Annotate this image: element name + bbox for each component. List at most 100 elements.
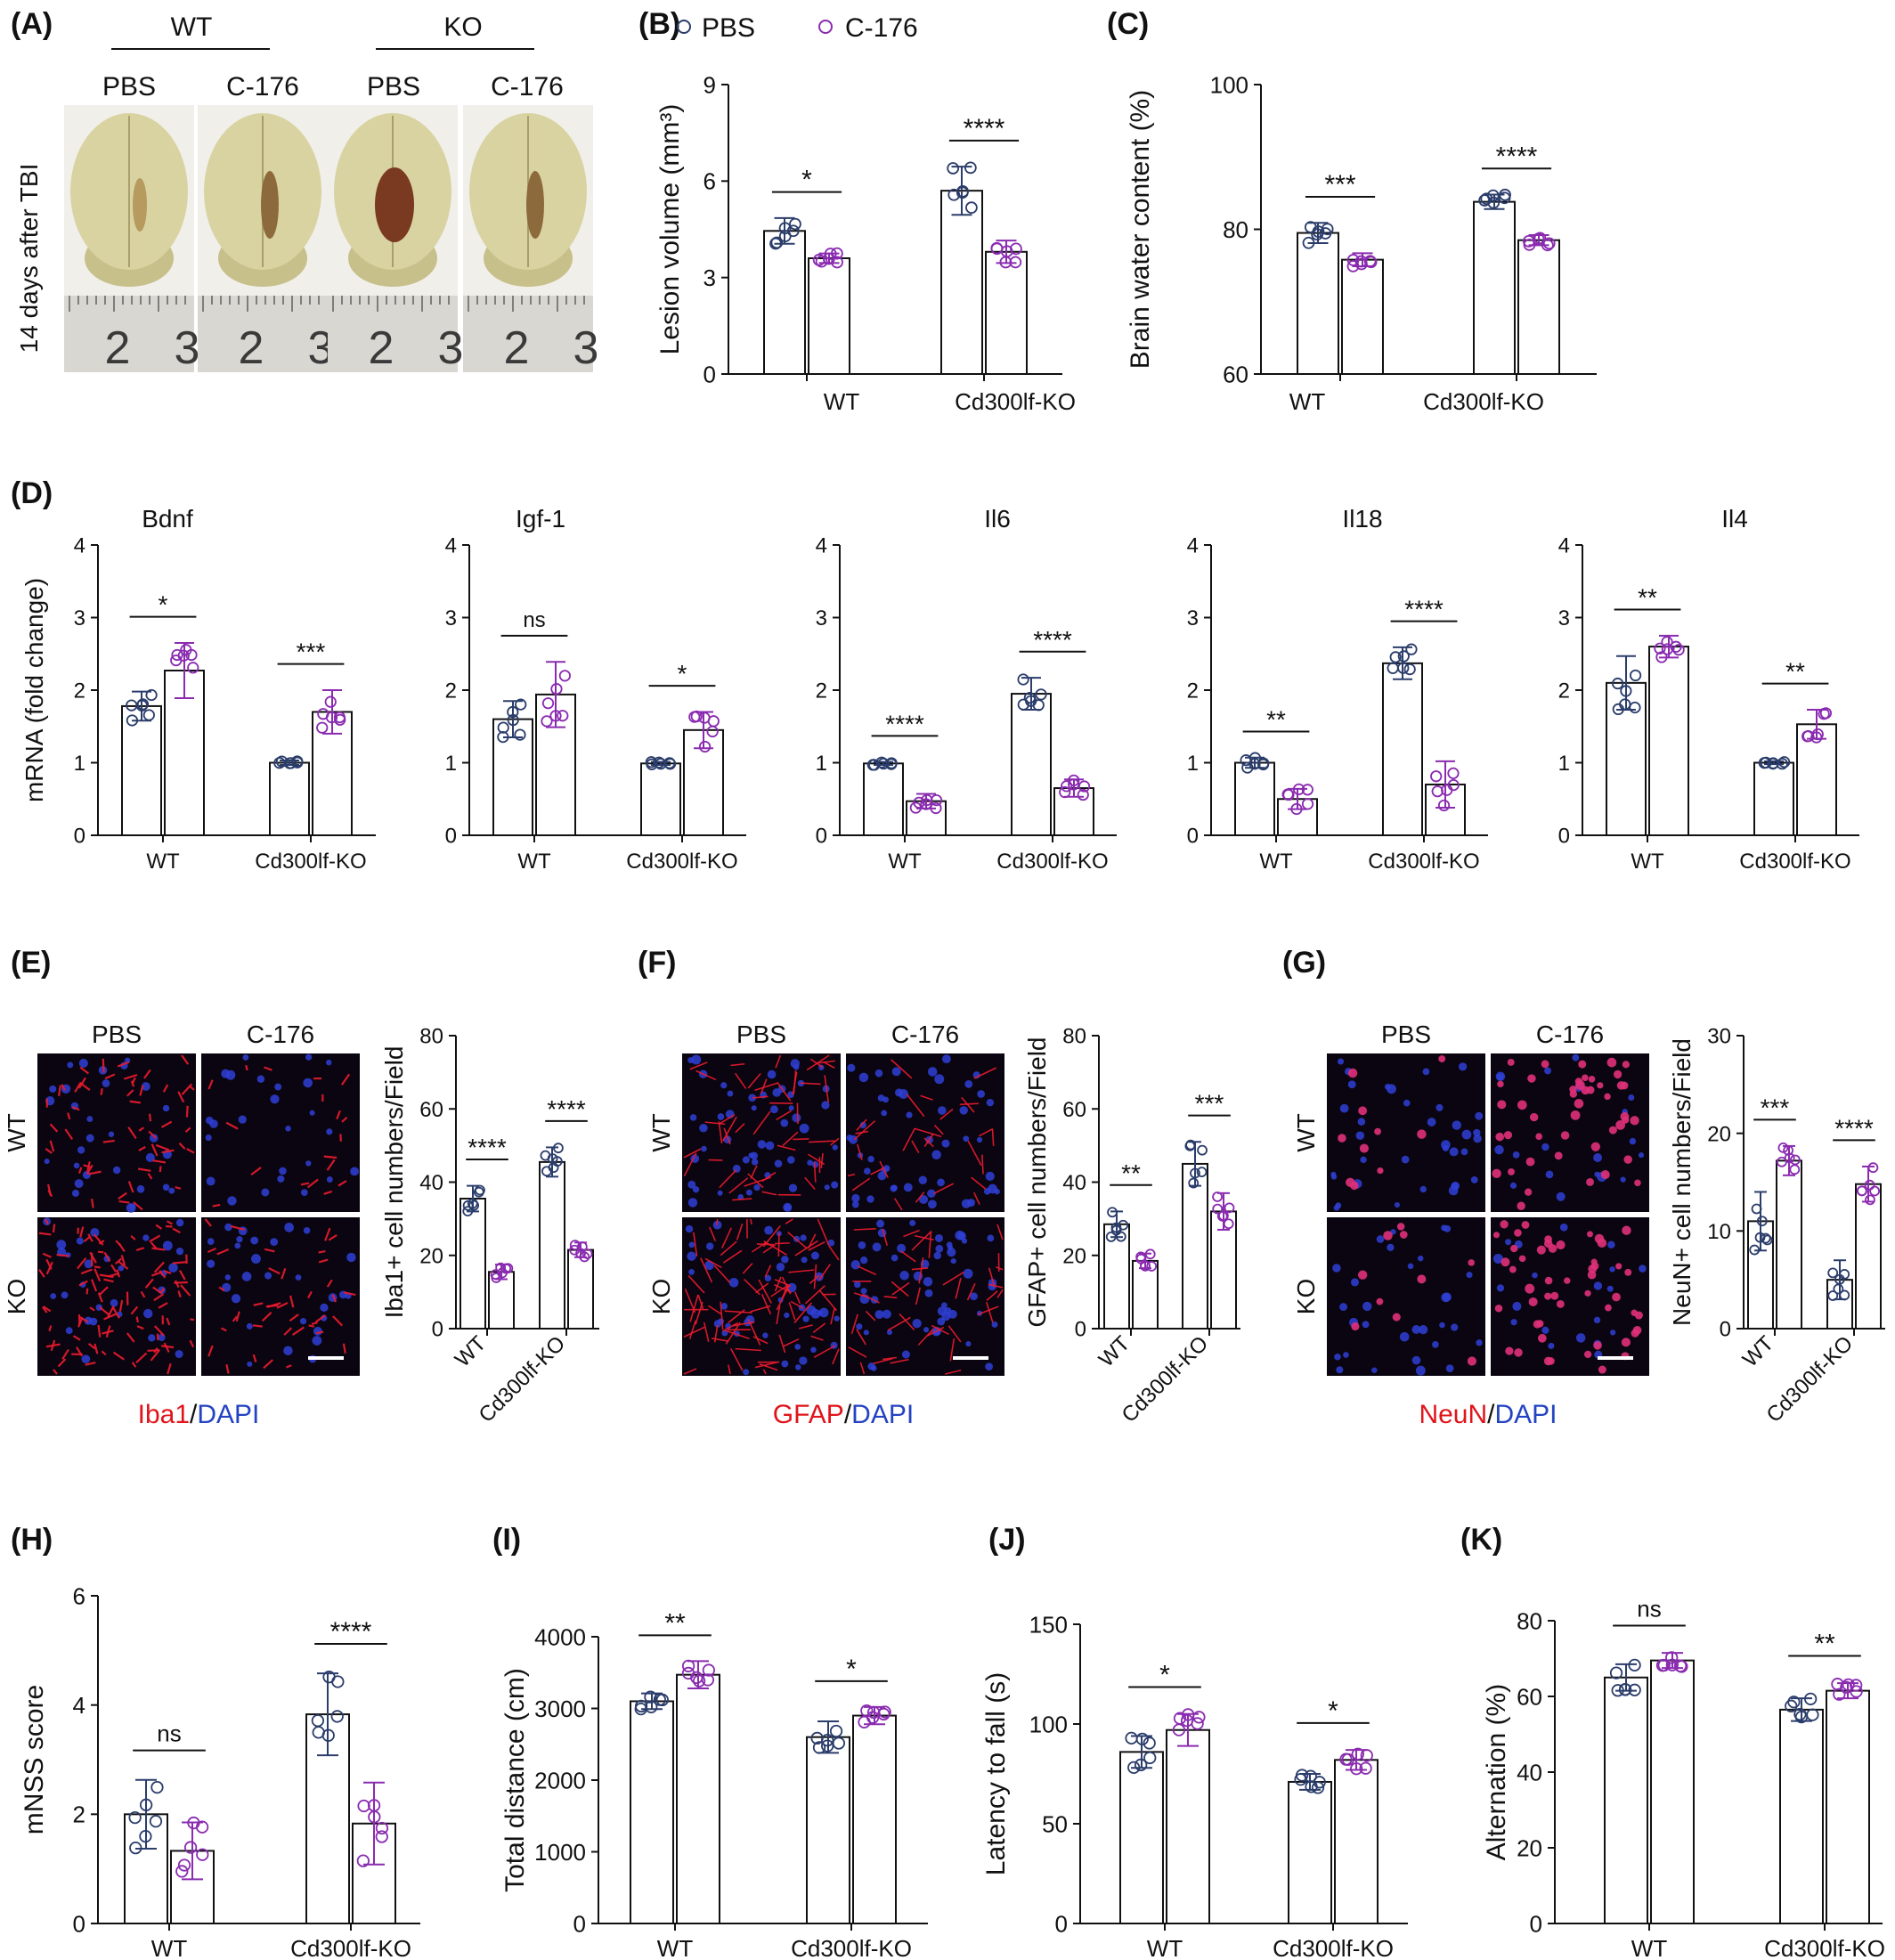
- nucleus: [102, 1079, 110, 1087]
- y-tick-label: 1: [1558, 752, 1570, 776]
- chart-title: Igf-1: [516, 505, 565, 533]
- stain-signal: [118, 1191, 127, 1200]
- nucleus: [1335, 1202, 1342, 1209]
- chart-d1: (D) Bdnf 0 1 2 3 4 mRNA (fold change) WT Cd300lf-…: [11, 476, 376, 874]
- stain-signal: [147, 1349, 160, 1352]
- nucleus: [74, 1179, 84, 1189]
- data-point: [831, 256, 843, 269]
- stain-signal: [812, 1322, 826, 1333]
- stain-signal: [775, 1054, 782, 1069]
- nucleus: [909, 1219, 916, 1226]
- chart-j: (J) 0 50 100 150 Latency to fall (s) WT Cd300lf…: [981, 1523, 1408, 1960]
- stain-signal: [818, 1264, 831, 1281]
- data-point: [1657, 1658, 1671, 1672]
- nucleus: [947, 1248, 956, 1257]
- stain-signal: [281, 1268, 287, 1280]
- stain-signal: [939, 1108, 954, 1120]
- stain-signal: [99, 1286, 109, 1296]
- nucleus: [941, 1054, 951, 1064]
- stain-signal: [730, 1347, 744, 1371]
- chart-e: 0 20 40 60 80 Iba1+ cell numbers/Field WTCd300…: [380, 1025, 599, 1427]
- data-point: [541, 715, 553, 728]
- neuron-signal: [1631, 1329, 1639, 1338]
- stain-signal: [102, 1058, 105, 1073]
- data-point: [1672, 644, 1685, 656]
- y-tick-label: 0: [1187, 825, 1199, 849]
- neuron-signal: [1351, 1322, 1360, 1331]
- data-point: [549, 710, 562, 722]
- data-point: [1839, 1289, 1850, 1301]
- panel-letter-a: (A): [11, 7, 53, 41]
- nucleus: [788, 1105, 794, 1111]
- ruler-number: 2: [105, 322, 131, 374]
- nucleus: [863, 1167, 871, 1175]
- nucleus: [1394, 1201, 1401, 1208]
- stain-signal: [79, 1226, 85, 1238]
- nucleus: [751, 1105, 757, 1111]
- data-point: [1532, 232, 1545, 246]
- nucleus: [858, 1240, 866, 1249]
- stain-signal: [85, 1288, 89, 1295]
- neuron-signal: [1624, 1268, 1632, 1276]
- nucleus: [937, 1178, 945, 1187]
- data-point: [1311, 1781, 1325, 1794]
- neuron-signal: [1560, 1131, 1570, 1140]
- nucleus: [326, 1059, 332, 1066]
- data-point: [1143, 1751, 1157, 1765]
- nucleus: [737, 1193, 744, 1200]
- nucleus: [1330, 1174, 1338, 1180]
- stain-signal: [967, 1140, 982, 1167]
- nucleus: [750, 1151, 759, 1160]
- nucleus: [988, 1183, 997, 1194]
- stain-signal: [988, 1267, 996, 1288]
- stain-signal: [184, 1126, 191, 1133]
- nucleus: [250, 1236, 259, 1245]
- stain-signal: [108, 1273, 119, 1278]
- y-tick-label: 20: [1707, 1122, 1731, 1146]
- nucleus: [851, 1200, 859, 1208]
- data-point: [1867, 1162, 1879, 1174]
- stain-signal: [144, 1278, 154, 1289]
- panel-f-images: (F) PBS C-176 WT KO GFAP/DAPI: [638, 946, 1004, 1429]
- data-point: [1110, 1222, 1122, 1233]
- y-tick-label: 30: [1707, 1025, 1731, 1049]
- nucleus: [963, 1268, 973, 1279]
- bar: [1341, 258, 1384, 375]
- x-tick-label: WT: [824, 388, 860, 415]
- data-point: [1673, 1659, 1688, 1672]
- data-point: [829, 1724, 843, 1738]
- data-point: [868, 759, 881, 771]
- stain-signal: [126, 1332, 135, 1343]
- stain-signal: [127, 1126, 137, 1140]
- neuron-signal: [1570, 1110, 1581, 1120]
- nucleus: [927, 1067, 938, 1077]
- stain-signal: [683, 1326, 705, 1338]
- data-point: [1655, 651, 1668, 663]
- x-tick-label: WT: [1738, 1331, 1779, 1372]
- data-point: [1301, 784, 1313, 796]
- data-point: [645, 1700, 658, 1714]
- neuron-signal: [1604, 1093, 1611, 1101]
- stain-signal: [973, 1191, 980, 1205]
- stain-signal: [326, 1279, 333, 1288]
- neuron-signal: [1606, 1057, 1617, 1068]
- panel-letter-e: (E): [11, 946, 51, 980]
- bar: [1288, 1780, 1332, 1924]
- data-point: [1144, 1248, 1156, 1260]
- data-point: [644, 1690, 657, 1704]
- nucleus: [811, 1161, 819, 1168]
- nucleus: [162, 1104, 170, 1112]
- data-point: [1628, 1658, 1641, 1672]
- nucleus: [295, 1274, 302, 1281]
- stain-signal: [865, 1310, 876, 1322]
- stain-signal: [152, 1159, 167, 1164]
- y-tick-label: 150: [1029, 1611, 1068, 1638]
- nucleus: [251, 1254, 261, 1265]
- column-label-pbs: PBS: [1381, 1021, 1431, 1048]
- micrograph-tile: [682, 1217, 841, 1376]
- nucleus: [1339, 1303, 1348, 1312]
- data-point: [1010, 242, 1022, 256]
- significance-label: *: [159, 591, 168, 619]
- y-tick-label: 50: [1042, 1810, 1068, 1837]
- nucleus: [866, 1195, 874, 1203]
